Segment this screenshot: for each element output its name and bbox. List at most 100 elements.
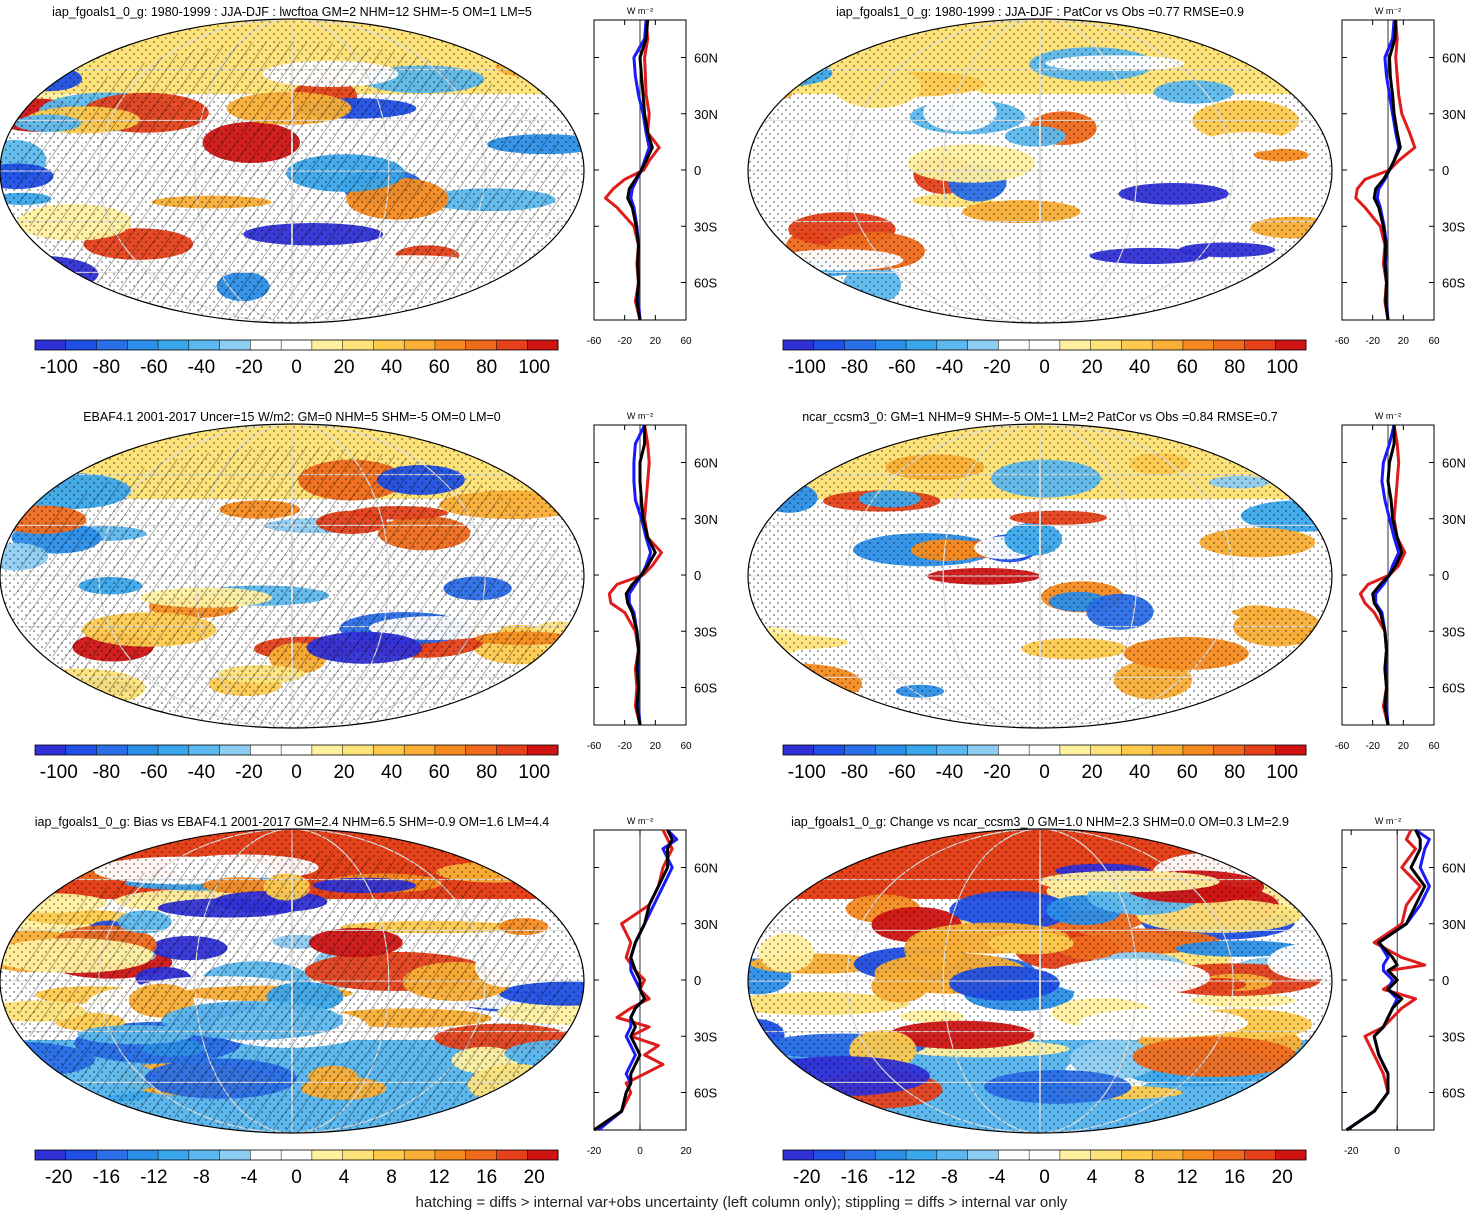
profile-x-tick-label: -20 — [1365, 336, 1380, 347]
profile-x-tick-label: 20 — [650, 336, 662, 347]
colorbar-swatch — [158, 1150, 190, 1160]
colorbar-swatch — [465, 1150, 497, 1160]
profile-y-tick-label: 30S — [1442, 219, 1465, 234]
panel-2: iap_fgoals1_0_g: 1980-1999 : JJA-DJF : P… — [747, 5, 1466, 378]
profile-x-tick-label: 60 — [680, 741, 692, 752]
colorbar-tick-label: -60 — [888, 357, 915, 378]
profile-y-tick-label: 60S — [694, 681, 717, 696]
colorbar-tick-label: 20 — [1081, 357, 1102, 378]
profile-y-tick-label: 30S — [694, 219, 717, 234]
colorbar-tick-label: -16 — [93, 1167, 120, 1188]
profile-y-tick-label: 0 — [1442, 973, 1449, 988]
profile-units-label: W m⁻² — [627, 6, 653, 16]
profile-y-tick-label: 0 — [1442, 163, 1449, 178]
panel-title: iap_fgoals1_0_g: 1980-1999 : JJA-DJF : P… — [836, 5, 1244, 19]
colorbar-swatch — [250, 1150, 282, 1160]
colorbar-swatch — [1275, 340, 1307, 350]
profile-line-reference — [1372, 19, 1402, 321]
colorbar-swatch — [35, 745, 67, 755]
colorbar-swatch — [527, 745, 559, 755]
map-blob — [1262, 450, 1332, 472]
colorbar-tick-label: -40 — [188, 762, 215, 783]
colorbar-tick-label: 100 — [518, 762, 550, 783]
colorbar-swatch — [250, 340, 282, 350]
map-field — [748, 829, 1332, 1133]
colorbar-tick-label: -20 — [235, 357, 262, 378]
colorbar-swatch — [1213, 745, 1245, 755]
profile-x-tick-label: -20 — [617, 741, 632, 752]
colorbar-swatch — [404, 340, 436, 350]
colorbar-swatch — [1182, 745, 1215, 755]
colorbar-swatch — [813, 340, 846, 350]
colorbar-swatch — [1121, 1150, 1153, 1160]
colorbar-swatch — [434, 340, 467, 350]
colorbar-tick-label: 20 — [333, 762, 354, 783]
colorbar-tick-label: 8 — [386, 1167, 397, 1188]
colorbar-swatch — [404, 745, 436, 755]
profile-line-model — [1345, 829, 1427, 1132]
map-border — [0, 828, 585, 1134]
profile-y-tick-label: 60N — [694, 51, 718, 66]
profile-y-tick-label: 60N — [694, 456, 718, 471]
colorbar-frame — [34, 1149, 559, 1161]
profile-y-tick-label: 0 — [694, 163, 701, 178]
colorbar-swatch — [342, 1150, 374, 1160]
colorbar-swatch — [1090, 340, 1122, 350]
colorbar-swatch — [936, 745, 969, 755]
colorbar-tick-label: 4 — [1087, 1167, 1098, 1188]
colorbar-swatch — [311, 1150, 344, 1160]
profile-x-tick-label: -60 — [1335, 741, 1350, 752]
panel-4: ncar_ccsm3_0: GM=1 NHM=9 SHM=-5 OM=1 LM=… — [747, 410, 1466, 783]
colorbar-swatch — [1182, 340, 1215, 350]
profile-line-model — [604, 19, 661, 321]
colorbar-swatch — [35, 340, 67, 350]
colorbar-swatch — [783, 745, 815, 755]
colorbar-frame — [34, 744, 559, 756]
colorbar-swatch — [813, 745, 846, 755]
profile-y-tick-label: 30N — [694, 107, 718, 122]
colorbar-tick-label: -40 — [936, 762, 963, 783]
colorbar-swatch — [1121, 340, 1153, 350]
colorbar-swatch — [219, 1150, 251, 1160]
colorbar-tick-label: 20 — [1081, 762, 1102, 783]
colorbar-swatch — [875, 745, 907, 755]
colorbar-swatch — [373, 1150, 405, 1160]
profile-line-reference — [1371, 425, 1404, 726]
profile-line-reference — [593, 829, 674, 1132]
colorbar-swatch — [281, 340, 313, 350]
colorbar-swatch — [96, 745, 128, 755]
profile-y-tick-label: 60S — [1442, 681, 1465, 696]
colorbar-tick-label: -100 — [40, 357, 78, 378]
colorbar-tick-label: -100 — [788, 357, 826, 378]
map-blob — [520, 265, 580, 285]
figure-footnote: hatching = diffs > internal var+obs unce… — [415, 1194, 1068, 1211]
colorbar-swatch — [496, 340, 528, 350]
colorbar-tick-label: 0 — [1039, 762, 1050, 783]
zonal-profile: W m⁻² -60 -20 20 60 60N 30N 0 30S 60S — [1335, 411, 1466, 752]
colorbar-swatch — [35, 1150, 67, 1160]
colorbar-swatch — [998, 340, 1030, 350]
colorbar-swatch — [311, 340, 344, 350]
zonal-profile: W m⁻² -20 0 60N 30N 0 30S 60S — [1341, 816, 1466, 1157]
colorbar-tick-label: 80 — [476, 357, 497, 378]
profile-x-tick-label: -20 — [1365, 741, 1380, 752]
profile-y-tick-label: 0 — [1442, 568, 1449, 583]
colorbar-tick-label: -16 — [841, 1167, 868, 1188]
colorbar-tick-label: 80 — [1224, 762, 1245, 783]
profile-y-tick-label: 60N — [694, 861, 718, 876]
panel-title: iap_fgoals1_0_g: 1980-1999 : JJA-DJF : l… — [52, 5, 532, 19]
colorbar-swatch — [1090, 745, 1122, 755]
colorbar-tick-label: -8 — [193, 1167, 210, 1188]
profile-y-tick-label: 0 — [694, 973, 701, 988]
profile-y-tick-label: 30N — [694, 512, 718, 527]
colorbar-swatch — [1059, 745, 1092, 755]
profile-y-tick-label: 30N — [694, 917, 718, 932]
colorbar-swatch — [906, 745, 938, 755]
profile-y-tick-label: 30N — [1442, 107, 1466, 122]
colorbar-tick-label: 20 — [524, 1167, 545, 1188]
colorbar-tick-label: 20 — [1272, 1167, 1293, 1188]
colorbar-tick-label: -80 — [841, 357, 868, 378]
profile-units-label: W m⁻² — [1375, 6, 1401, 16]
colorbar-tick-label: -60 — [140, 762, 167, 783]
colorbar-swatch — [875, 340, 907, 350]
